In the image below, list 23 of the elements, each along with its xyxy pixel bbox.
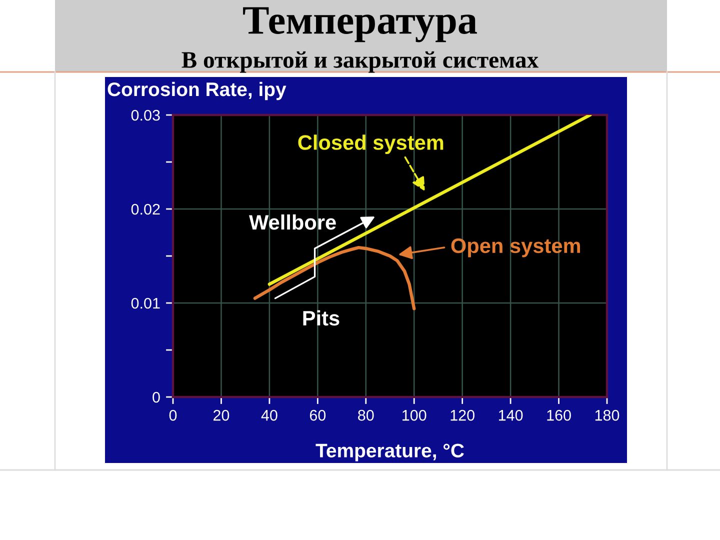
x-tick-label: 180 — [595, 410, 620, 421]
x-axis-title: Temperature, °C — [316, 444, 464, 462]
x-tick-label: 100 — [402, 410, 426, 421]
x-tick-label: 120 — [450, 410, 474, 421]
x-tick-label: 80 — [358, 410, 374, 421]
x-tick-label: 60 — [310, 410, 326, 421]
x-tick-label: 20 — [213, 410, 230, 421]
y-tick-label: 0.03 — [131, 110, 160, 121]
x-tick-label: 160 — [547, 410, 571, 421]
legend-label: Open system — [451, 238, 580, 258]
y-axis-title: Corrosion Rate, ipy — [108, 82, 286, 100]
y-tick-label: 0.01 — [131, 298, 160, 309]
annotation: Pits — [303, 310, 340, 326]
series-label: Closed system — [298, 134, 444, 154]
y-tick-label: 0.02 — [131, 204, 160, 215]
annotation: Wellbore — [249, 214, 336, 230]
line-series — [253, 246, 416, 310]
chart-title: Температура — [243, 7, 477, 42]
x-tick-label: 40 — [261, 410, 278, 421]
x-tick-label: 0 — [169, 410, 177, 421]
chart-subtitle: В открытой и закрытой системах — [182, 51, 538, 73]
y-tick-label: 0 — [152, 392, 160, 403]
x-tick-label: 140 — [498, 410, 523, 421]
